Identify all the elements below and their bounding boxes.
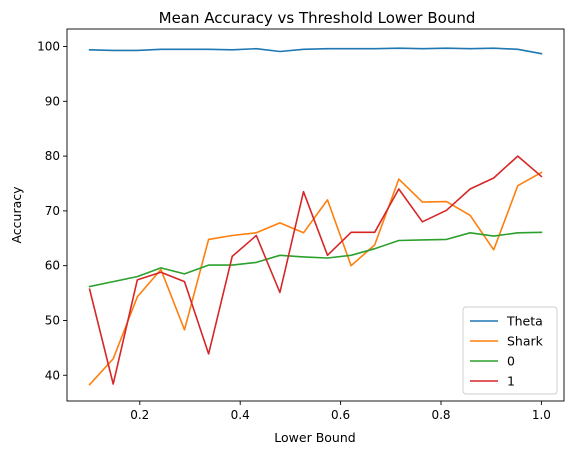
x-axis-label: Lower Bound: [274, 430, 355, 445]
plot-area: [66, 28, 565, 402]
legend-label: 0: [507, 354, 515, 369]
x-tick-label: 0.4: [231, 408, 250, 422]
legend-frame: [462, 306, 558, 395]
y-tick-label: 100: [37, 40, 60, 54]
y-tick-label: 40: [45, 368, 60, 382]
chart-title: Mean Accuracy vs Threshold Lower Bound: [159, 9, 476, 27]
y-tick-label: 80: [45, 149, 60, 163]
y-axis: 40 50 60 70 80 90 100: [37, 40, 67, 382]
series-layer: [88, 47, 543, 386]
series-line-3: [88, 155, 543, 385]
y-axis-label: Accuracy: [9, 186, 24, 244]
y-tick-label: 90: [45, 94, 60, 108]
x-tick-label: 0.2: [130, 408, 149, 422]
series-line-0: [88, 47, 543, 55]
legend-label: Theta: [506, 314, 543, 329]
x-tick-label: 0.6: [331, 408, 350, 422]
series-line-2: [88, 231, 543, 288]
y-tick-label: 70: [45, 204, 60, 218]
y-tick-label: 60: [45, 259, 60, 273]
legend-label: Shark: [507, 334, 544, 349]
x-axis: 0.2 0.4 0.6 0.8 1.0: [130, 401, 551, 422]
series-line-1: [88, 171, 543, 386]
y-tick-label: 50: [45, 313, 60, 327]
x-tick-label: 0.8: [431, 408, 450, 422]
legend-label: 1: [507, 374, 515, 389]
legend: Theta Shark 0 1: [462, 306, 558, 395]
x-tick-label: 1.0: [532, 408, 551, 422]
